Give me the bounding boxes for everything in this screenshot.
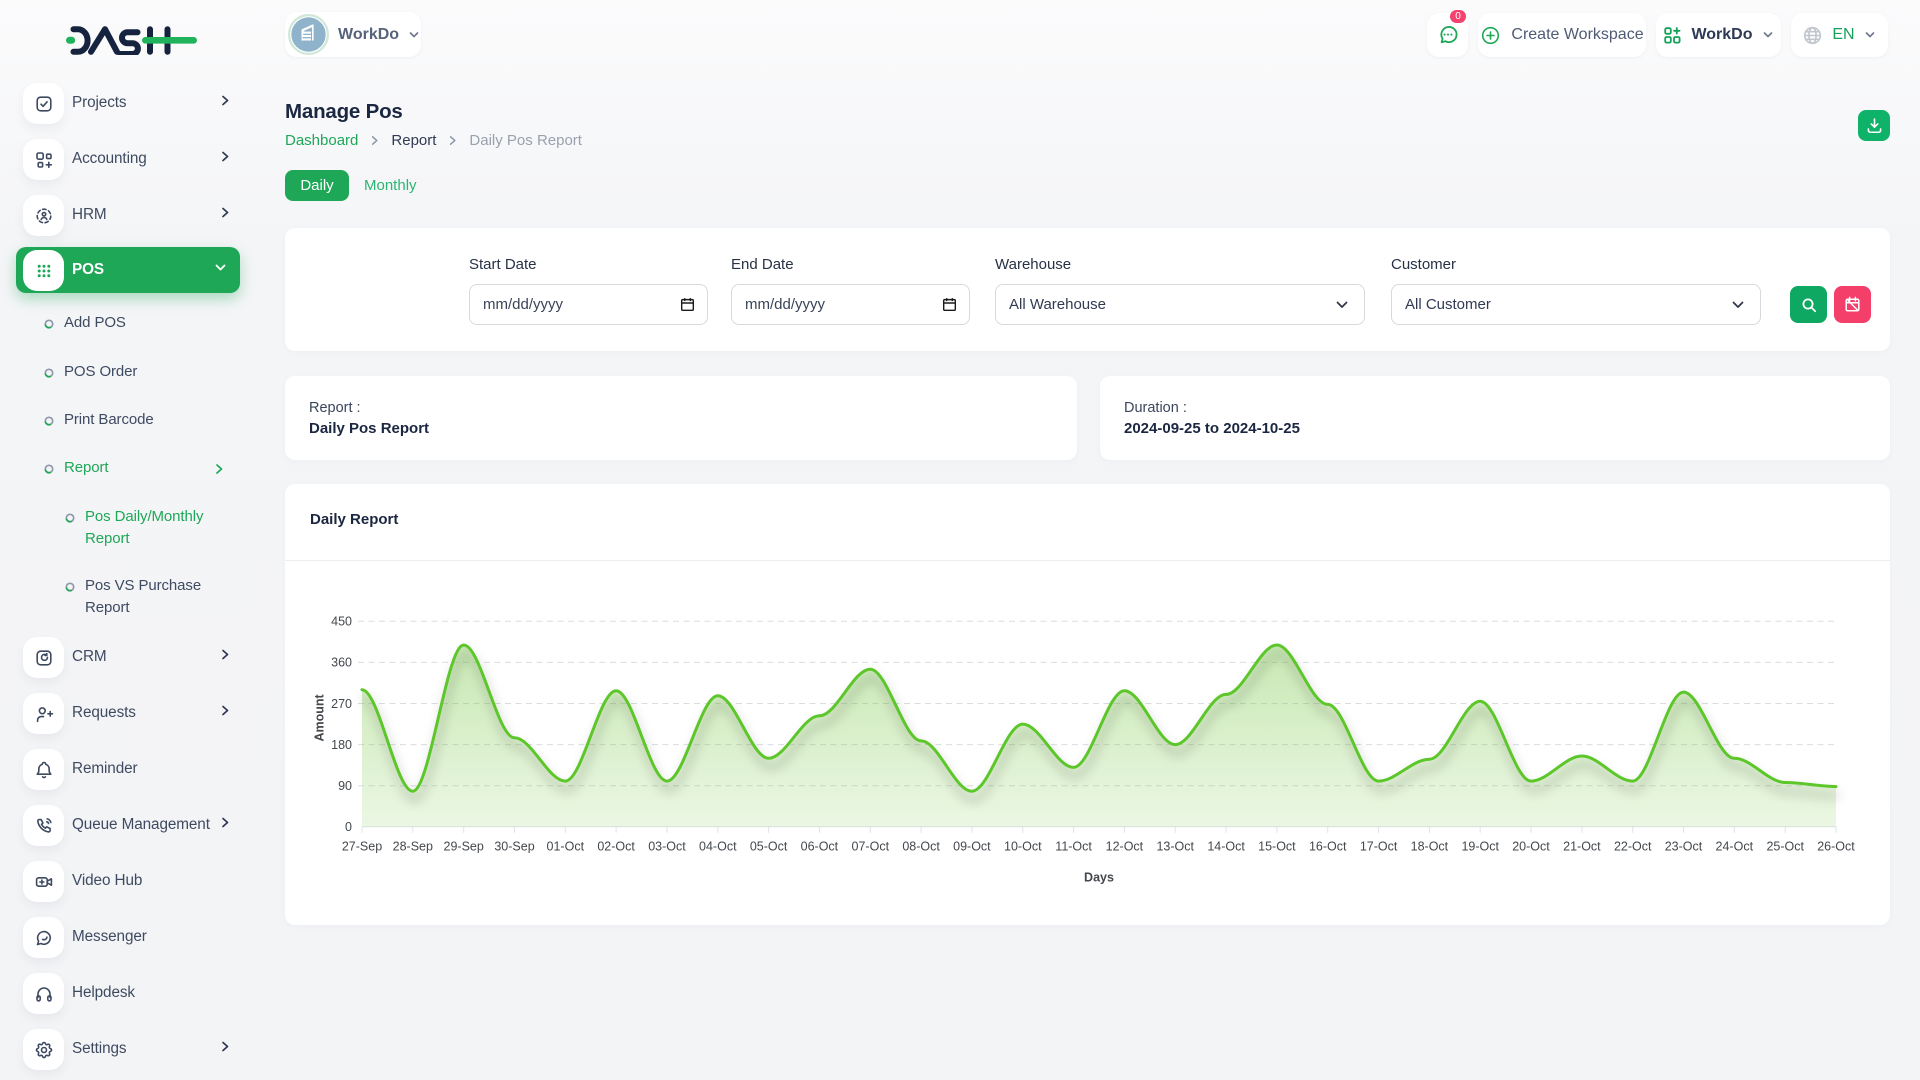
svg-text:14-Oct: 14-Oct — [1207, 840, 1245, 854]
svg-text:29-Sep: 29-Sep — [444, 840, 484, 854]
svg-text:16-Oct: 16-Oct — [1309, 840, 1347, 854]
svg-text:18-Oct: 18-Oct — [1411, 840, 1449, 854]
svg-text:08-Oct: 08-Oct — [902, 840, 940, 854]
svg-text:04-Oct: 04-Oct — [699, 840, 737, 854]
svg-text:24-Oct: 24-Oct — [1716, 840, 1754, 854]
svg-text:Days: Days — [1084, 870, 1114, 884]
svg-text:25-Oct: 25-Oct — [1766, 840, 1804, 854]
svg-text:17-Oct: 17-Oct — [1360, 840, 1398, 854]
svg-text:450: 450 — [331, 615, 352, 629]
svg-text:10-Oct: 10-Oct — [1004, 840, 1042, 854]
svg-text:180: 180 — [331, 738, 352, 752]
svg-text:12-Oct: 12-Oct — [1106, 840, 1144, 854]
svg-text:360: 360 — [331, 656, 352, 670]
svg-text:21-Oct: 21-Oct — [1563, 840, 1601, 854]
svg-text:20-Oct: 20-Oct — [1512, 840, 1550, 854]
svg-text:270: 270 — [331, 697, 352, 711]
svg-text:27-Sep: 27-Sep — [342, 840, 382, 854]
svg-text:26-Oct: 26-Oct — [1817, 840, 1855, 854]
svg-text:Amount: Amount — [313, 693, 327, 741]
svg-text:19-Oct: 19-Oct — [1461, 840, 1499, 854]
svg-text:13-Oct: 13-Oct — [1156, 840, 1194, 854]
svg-text:11-Oct: 11-Oct — [1055, 840, 1092, 854]
svg-text:06-Oct: 06-Oct — [801, 840, 839, 854]
svg-text:0: 0 — [345, 820, 352, 834]
svg-text:23-Oct: 23-Oct — [1665, 840, 1703, 854]
svg-text:90: 90 — [338, 779, 352, 793]
svg-text:30-Sep: 30-Sep — [494, 840, 534, 854]
svg-text:05-Oct: 05-Oct — [750, 840, 788, 854]
svg-text:09-Oct: 09-Oct — [953, 840, 991, 854]
svg-text:15-Oct: 15-Oct — [1258, 840, 1296, 854]
svg-text:28-Sep: 28-Sep — [393, 840, 433, 854]
svg-text:01-Oct: 01-Oct — [547, 840, 585, 854]
svg-text:07-Oct: 07-Oct — [852, 840, 890, 854]
svg-text:03-Oct: 03-Oct — [648, 840, 686, 854]
svg-text:22-Oct: 22-Oct — [1614, 840, 1652, 854]
svg-text:02-Oct: 02-Oct — [597, 840, 635, 854]
